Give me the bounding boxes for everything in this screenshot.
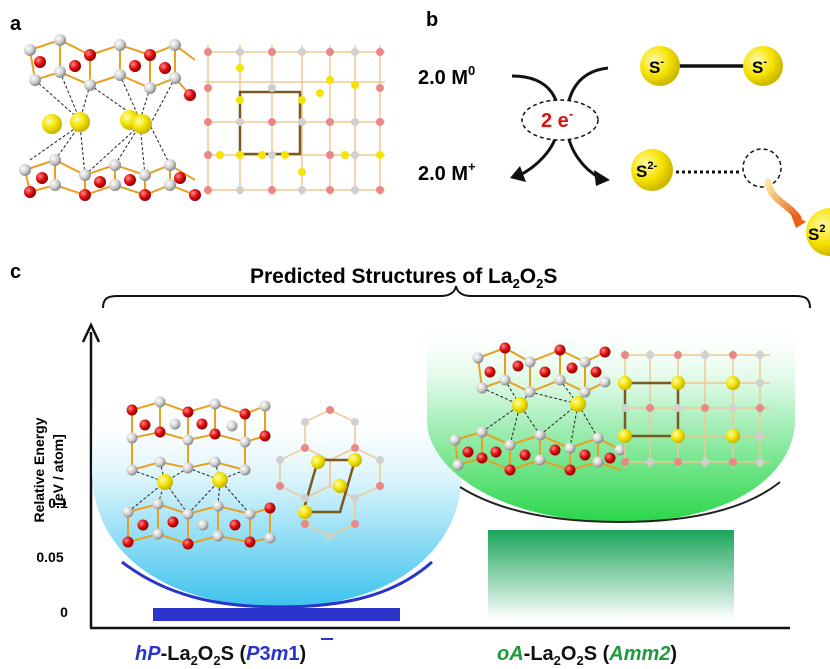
arrow-right-head [594, 170, 610, 186]
panel-b-scheme: 2.0 M0 2.0 M+ 2 e- S- S- S2- [418, 46, 830, 256]
sulfide-edge-label: S2 [808, 223, 825, 244]
hp-energy-bowl [92, 398, 462, 607]
sulfur-atom-right [743, 46, 783, 86]
migration-arrow [764, 178, 802, 222]
panel-c: Predicted Structures of La2O2S Relative … [31, 265, 811, 668]
m0-label: 2.0 M0 [418, 63, 475, 89]
oa-energy-bar [488, 530, 734, 620]
sulfide-label: S2- [636, 160, 657, 181]
vacated-site [742, 148, 782, 188]
title-brace [102, 285, 811, 309]
hp-bowl-rim [121, 560, 433, 609]
panel-label-b: b [426, 9, 438, 31]
y-axis-label-line2: [eV / atom] [50, 434, 66, 506]
panel-a-structure-projection [204, 45, 385, 195]
panel-label-a: a [10, 13, 22, 35]
y-tick-0.1: 0.1 [48, 495, 68, 511]
panel-a-structure-3d [19, 34, 201, 201]
y-tick-0: 0 [60, 604, 68, 620]
sulfide-atom-edge [806, 208, 830, 256]
oa-energy-bowl [427, 318, 795, 522]
y-tick-0.05: 0.05 [36, 549, 63, 565]
sulfide-atom [631, 149, 673, 191]
panel-c-title: Predicted Structures of La2O2S [250, 265, 557, 291]
hp-structure-3d [122, 396, 276, 550]
y-axis-arrow [81, 322, 101, 343]
hp-structure-projection [276, 406, 384, 540]
panel-label-c: c [10, 261, 21, 283]
sulfur-right-label: S- [752, 56, 767, 77]
oa-structure-label: oA-La2O2S (Amm2) [497, 643, 677, 668]
y-axis-label-line1: Relative Energy [31, 417, 47, 522]
hp-energy-bar [153, 608, 400, 621]
sulfur-atom-left [640, 46, 680, 86]
electron-transfer-oval [521, 99, 599, 141]
arrow-left-head [510, 166, 526, 182]
oa-structure-projection [618, 350, 770, 468]
sulfur-left-label: S- [649, 56, 664, 77]
mplus-label: 2.0 M+ [418, 159, 476, 185]
oa-structure-3d [449, 342, 626, 476]
hp-structure-label: hP-La2O2S (P3m1) [135, 643, 306, 668]
electrons-label: 2 e- [541, 106, 573, 132]
